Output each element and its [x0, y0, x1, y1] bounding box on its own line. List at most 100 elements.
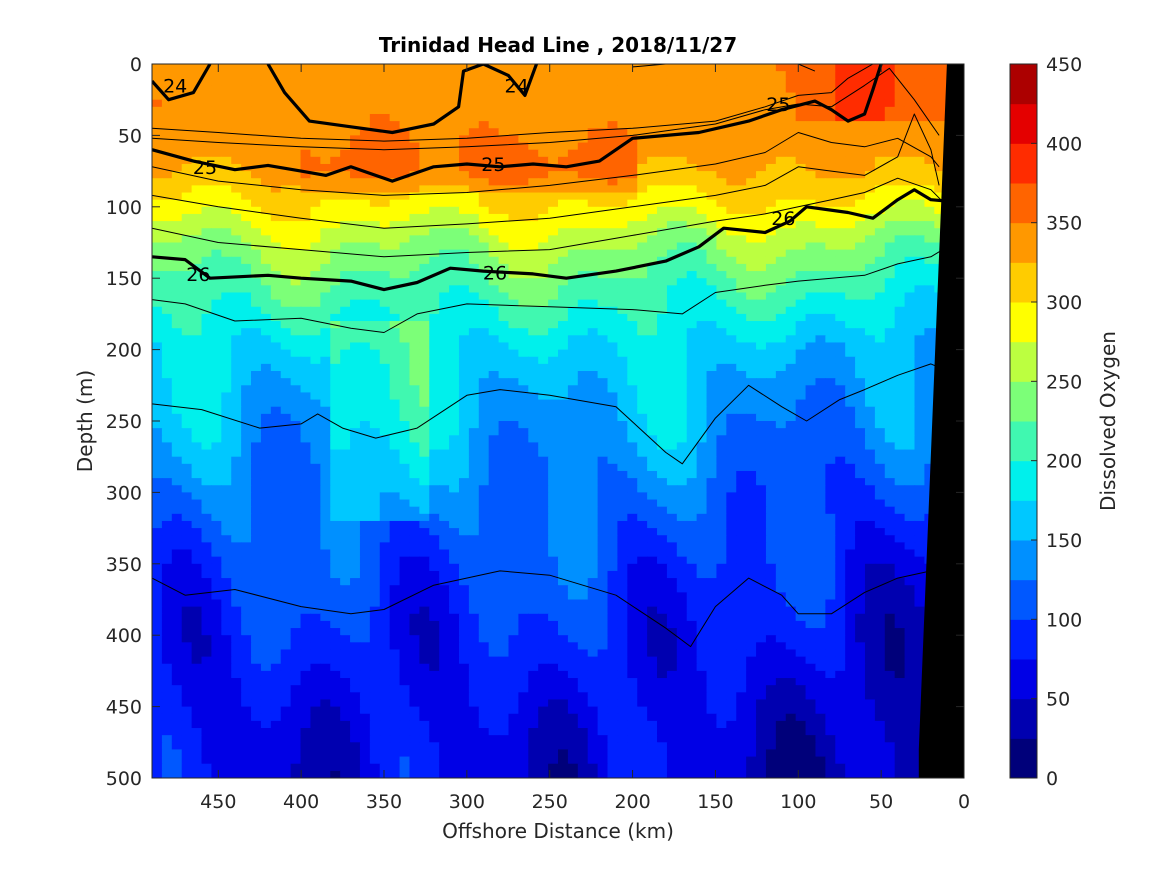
heatmap-cell — [577, 435, 589, 444]
heatmap-cell — [617, 492, 628, 501]
heatmap-cell — [676, 428, 688, 436]
heatmap-cell — [340, 149, 351, 158]
heatmap-cell — [350, 178, 361, 186]
heatmap-cell — [746, 242, 757, 251]
heatmap-cell — [775, 435, 787, 444]
heatmap-cell — [350, 135, 361, 144]
heatmap-cell — [666, 463, 678, 472]
heatmap-cell — [607, 456, 619, 465]
heatmap-cell — [815, 64, 826, 72]
heatmap-cell — [577, 199, 589, 208]
heatmap-cell — [795, 463, 807, 472]
heatmap-cell — [765, 449, 777, 458]
heatmap-cell — [924, 328, 935, 336]
heatmap-cell — [429, 106, 440, 115]
heatmap-cell — [330, 335, 341, 344]
heatmap-cell — [676, 321, 688, 329]
heatmap-cell — [676, 299, 688, 308]
heatmap-cell — [478, 342, 490, 351]
heatmap-cell — [251, 449, 262, 458]
heatmap-cell — [181, 428, 193, 436]
heatmap-cell — [508, 99, 519, 108]
heatmap-cell — [478, 478, 490, 486]
heatmap-cell — [320, 185, 331, 194]
heatmap-cell — [330, 456, 341, 465]
heatmap-cell — [765, 463, 777, 472]
heatmap-cell — [716, 299, 727, 308]
heatmap-cell — [488, 263, 500, 272]
heatmap-cell — [369, 135, 381, 144]
heatmap-cell — [726, 413, 737, 422]
heatmap-cell — [577, 235, 589, 244]
heatmap-cell — [825, 235, 836, 244]
heatmap-cell — [458, 313, 470, 322]
heatmap-cell — [924, 121, 935, 129]
heatmap-cell — [181, 71, 193, 79]
heatmap-cell — [241, 335, 252, 344]
heatmap-cell — [350, 342, 361, 351]
heatmap-cell — [706, 463, 718, 472]
heatmap-cell — [241, 385, 252, 394]
heatmap-cell — [280, 421, 292, 429]
heatmap-cell — [657, 363, 668, 372]
heatmap-cell — [290, 342, 302, 351]
heatmap-cell — [756, 392, 767, 401]
heatmap-cell — [716, 106, 727, 115]
heatmap-cell — [161, 256, 173, 265]
heatmap-cell — [241, 306, 252, 315]
heatmap-cell — [637, 78, 648, 87]
heatmap-cell — [468, 106, 480, 115]
heatmap-cell — [270, 321, 282, 329]
heatmap-cell — [914, 149, 925, 158]
heatmap-cell — [795, 249, 807, 258]
heatmap-cell — [241, 485, 252, 493]
heatmap-cell — [696, 249, 708, 258]
heatmap-cell — [389, 113, 401, 122]
heatmap-cell — [211, 470, 222, 479]
heatmap-cell — [894, 121, 906, 129]
heatmap-cell — [191, 206, 203, 215]
heatmap-cell — [161, 392, 173, 401]
heatmap-cell — [765, 235, 777, 244]
heatmap-cell — [508, 149, 519, 158]
heatmap-cell — [775, 428, 787, 436]
heatmap-cell — [161, 99, 173, 108]
heatmap-cell — [181, 449, 193, 458]
heatmap-cell — [874, 463, 886, 472]
heatmap-cell — [914, 171, 925, 179]
heatmap-cell — [657, 121, 668, 129]
heatmap-cell — [310, 435, 321, 444]
heatmap-cell — [171, 256, 183, 265]
heatmap-cell — [389, 413, 401, 422]
heatmap-cell — [657, 249, 668, 258]
heatmap-cell — [647, 128, 658, 136]
heatmap-cell — [488, 78, 500, 87]
heatmap-cell — [746, 149, 757, 158]
heatmap-cell — [468, 178, 480, 186]
heatmap-cell — [310, 470, 321, 479]
heatmap-cell — [270, 470, 282, 479]
heatmap-cell — [528, 85, 539, 94]
heatmap-cell — [280, 149, 292, 158]
heatmap-cell — [845, 271, 856, 279]
heatmap-cell — [835, 156, 846, 165]
heatmap-cell — [607, 392, 619, 401]
heatmap-cell — [914, 428, 925, 436]
heatmap-cell — [548, 328, 559, 336]
heatmap-cell — [538, 478, 549, 486]
heatmap-cell — [508, 321, 519, 329]
heatmap-cell — [607, 470, 619, 479]
heatmap-cell — [478, 199, 490, 208]
heatmap-cell — [508, 199, 519, 208]
heatmap-cell — [350, 156, 361, 165]
heatmap-cell — [726, 163, 737, 172]
heatmap-cell — [528, 449, 539, 458]
heatmap-cell — [488, 221, 500, 229]
heatmap-cell — [350, 78, 361, 87]
heatmap-cell — [191, 135, 203, 144]
heatmap-cell — [171, 428, 183, 436]
heatmap-cell — [746, 385, 757, 394]
heatmap-cell — [330, 178, 341, 186]
heatmap-cell — [706, 256, 718, 265]
heatmap-cell — [864, 263, 876, 272]
